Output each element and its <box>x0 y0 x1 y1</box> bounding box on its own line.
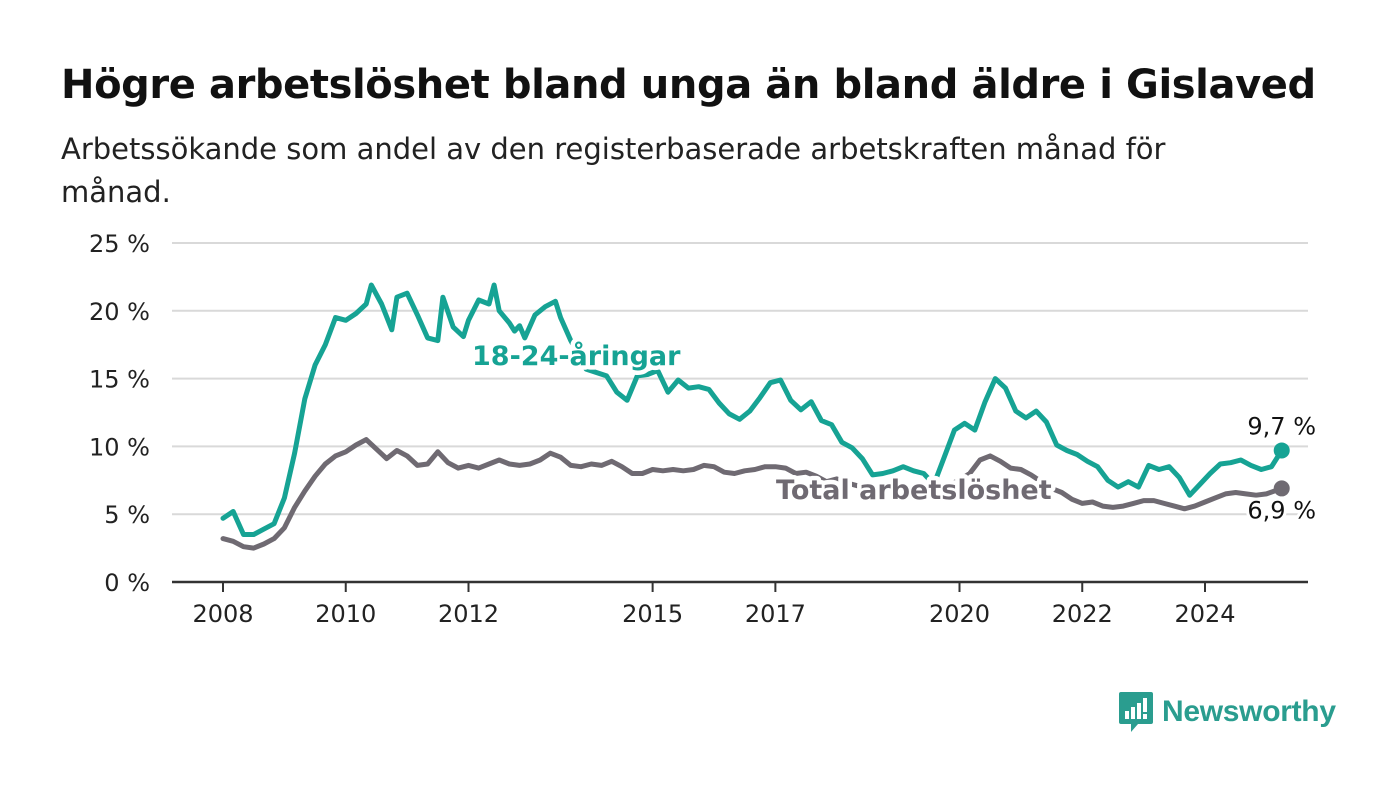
series-end-point-0 <box>1273 442 1290 459</box>
series-name-label-1: Total arbetslöshet <box>776 475 1052 506</box>
y-tick-label: 5 % <box>104 501 150 529</box>
series-name-label-0: 18-24-åringar <box>472 340 681 372</box>
series-end-point-1 <box>1273 480 1290 497</box>
bar-chart-speech-bubble-icon <box>1119 692 1153 732</box>
y-tick-label: 15 % <box>89 366 150 394</box>
x-tick-label: 2022 <box>1052 600 1113 628</box>
y-tick-label: 20 % <box>89 298 150 326</box>
y-axis-ticks: 0 % 5 % 10 % 15 % 20 % 25 % <box>89 230 150 597</box>
series-end-label-1: 6,9 % <box>1247 496 1316 524</box>
series-labels: 18-24-åringar Total arbetslöshet 9,7 % 6,9 … <box>468 336 1320 528</box>
brand-logo: Newsworthy <box>1118 690 1336 734</box>
chart-title: Högre arbetslöshet bland unga än bland ä… <box>61 62 1316 108</box>
brand-name: Newsworthy <box>1162 695 1336 728</box>
series-end-label-0: 9,7 % <box>1247 412 1316 440</box>
x-axis: 2008 2010 2012 2015 2017 2020 2022 2024 <box>172 580 1308 628</box>
x-tick-label: 2008 <box>192 600 253 628</box>
x-tick-label: 2024 <box>1174 600 1235 628</box>
y-tick-label: 25 % <box>89 230 150 258</box>
chart-subtitle: Arbetssökande som andel av den registerb… <box>61 132 1166 209</box>
gridlines <box>172 242 1308 516</box>
x-tick-label: 2010 <box>315 600 376 628</box>
y-tick-label: 0 % <box>104 569 150 597</box>
y-tick-label: 10 % <box>89 433 150 461</box>
x-tick-label: 2012 <box>438 600 499 628</box>
series-line-1 <box>220 437 1285 551</box>
x-tick-label: 2015 <box>622 600 683 628</box>
series-line-0 <box>220 282 1285 537</box>
x-tick-label: 2020 <box>929 600 990 628</box>
x-tick-label: 2017 <box>745 600 806 628</box>
series-lines <box>220 282 1290 551</box>
